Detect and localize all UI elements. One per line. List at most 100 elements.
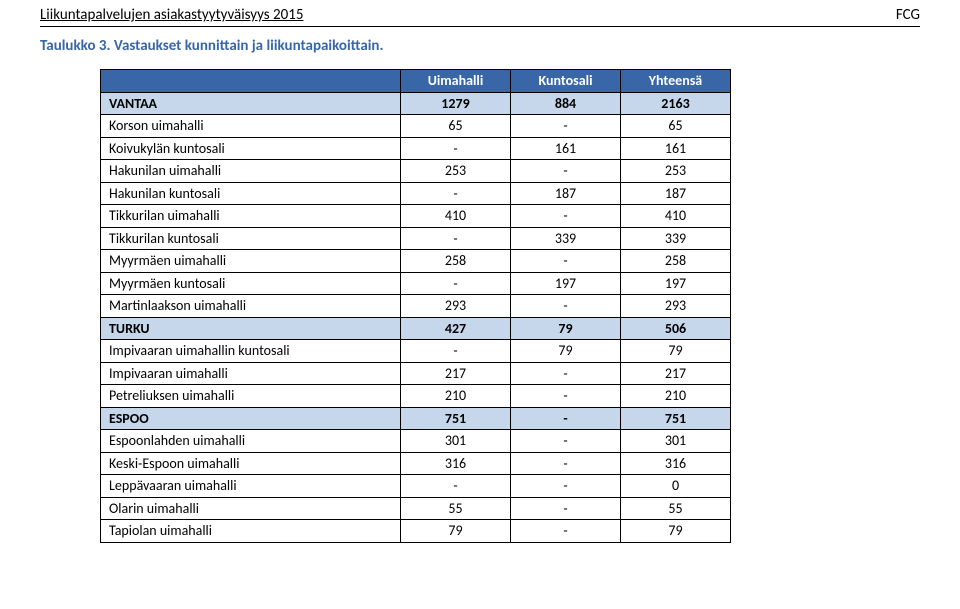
table-row: Tapiolan uimahalli79-79 [101,520,731,543]
cell-c: 197 [621,272,731,295]
cell-b: - [511,115,621,138]
table-row: Leppävaaran uimahalli--0 [101,475,731,498]
header-source: FCG [896,6,920,24]
cell-c: 55 [621,497,731,520]
table-row: Impivaaran uimahallin kuntosali-7979 [101,340,731,363]
table-row: Myyrmäen uimahalli258-258 [101,250,731,273]
cell-a: 427 [401,317,511,340]
cell-name: Myyrmäen uimahalli [101,250,401,273]
cell-b: 79 [511,317,621,340]
cell-b: - [511,385,621,408]
table-row: Keski-Espoon uimahalli316-316 [101,452,731,475]
cell-c: 187 [621,182,731,205]
cell-b: - [511,205,621,228]
cell-a: 55 [401,497,511,520]
cell-a: - [401,272,511,295]
cell-name: Olarin uimahalli [101,497,401,520]
cell-b: - [511,295,621,318]
cell-a: 65 [401,115,511,138]
cell-c: 217 [621,362,731,385]
cell-a: 79 [401,520,511,543]
col-header-uimahalli: Uimahalli [401,70,511,93]
cell-name: Impivaaran uimahalli [101,362,401,385]
cell-b: - [511,430,621,453]
cell-b: 187 [511,182,621,205]
cell-c: 210 [621,385,731,408]
cell-name: Tapiolan uimahalli [101,520,401,543]
cell-c: 293 [621,295,731,318]
table-row: TURKU42779506 [101,317,731,340]
cell-a: 410 [401,205,511,228]
cell-a: - [401,475,511,498]
cell-b: 339 [511,227,621,250]
cell-b: - [511,160,621,183]
table-row: Myyrmäen kuntosali-197197 [101,272,731,295]
cell-name: Espoonlahden uimahalli [101,430,401,453]
responses-table: Uimahalli Kuntosali Yhteensä VANTAA12798… [100,69,731,543]
cell-b: 161 [511,137,621,160]
cell-c: 161 [621,137,731,160]
cell-c: 316 [621,452,731,475]
col-header-kuntosali: Kuntosali [511,70,621,93]
cell-c: 506 [621,317,731,340]
table-row: Martinlaakson uimahalli293-293 [101,295,731,318]
cell-name: Tikkurilan uimahalli [101,205,401,228]
table-row: Hakunilan uimahalli253-253 [101,160,731,183]
cell-c: 2163 [621,92,731,115]
cell-name: Tikkurilan kuntosali [101,227,401,250]
cell-c: 339 [621,227,731,250]
cell-b: 197 [511,272,621,295]
col-header-blank [101,70,401,93]
cell-name: VANTAA [101,92,401,115]
cell-name: Leppävaaran uimahalli [101,475,401,498]
table-row: Espoonlahden uimahalli301-301 [101,430,731,453]
cell-b: - [511,475,621,498]
cell-c: 253 [621,160,731,183]
table-row: VANTAA12798842163 [101,92,731,115]
page-header: Liikuntapalvelujen asiakastyytyväisyys 2… [40,6,920,27]
cell-a: 301 [401,430,511,453]
table-row: Olarin uimahalli55-55 [101,497,731,520]
table-row: Impivaaran uimahalli217-217 [101,362,731,385]
cell-a: 1279 [401,92,511,115]
cell-b: - [511,362,621,385]
table-row: Koivukylän kuntosali-161161 [101,137,731,160]
cell-a: 751 [401,407,511,430]
header-title: Liikuntapalvelujen asiakastyytyväisyys 2… [40,6,303,24]
cell-c: 79 [621,340,731,363]
cell-a: 258 [401,250,511,273]
table-header-row: Uimahalli Kuntosali Yhteensä [101,70,731,93]
cell-a: 210 [401,385,511,408]
table-row: Tikkurilan kuntosali-339339 [101,227,731,250]
cell-b: 79 [511,340,621,363]
cell-a: 293 [401,295,511,318]
cell-a: - [401,227,511,250]
cell-c: 65 [621,115,731,138]
cell-name: Koivukylän kuntosali [101,137,401,160]
cell-b: - [511,497,621,520]
cell-name: Hakunilan uimahalli [101,160,401,183]
cell-a: 217 [401,362,511,385]
cell-a: - [401,340,511,363]
cell-name: ESPOO [101,407,401,430]
cell-a: - [401,137,511,160]
cell-c: 410 [621,205,731,228]
table-row: Hakunilan kuntosali-187187 [101,182,731,205]
cell-b: - [511,407,621,430]
cell-c: 0 [621,475,731,498]
table-body: VANTAA12798842163Korson uimahalli65-65Ko… [101,92,731,542]
table-row: Tikkurilan uimahalli410-410 [101,205,731,228]
cell-b: 884 [511,92,621,115]
cell-c: 751 [621,407,731,430]
cell-name: Myyrmäen kuntosali [101,272,401,295]
page: Liikuntapalvelujen asiakastyytyväisyys 2… [0,0,960,609]
col-header-yhteensa: Yhteensä [621,70,731,93]
table-container: Uimahalli Kuntosali Yhteensä VANTAA12798… [100,69,920,543]
cell-b: - [511,452,621,475]
cell-a: - [401,182,511,205]
table-row: Petreliuksen uimahalli210-210 [101,385,731,408]
cell-name: Impivaaran uimahallin kuntosali [101,340,401,363]
cell-b: - [511,250,621,273]
table-row: Korson uimahalli65-65 [101,115,731,138]
cell-c: 301 [621,430,731,453]
